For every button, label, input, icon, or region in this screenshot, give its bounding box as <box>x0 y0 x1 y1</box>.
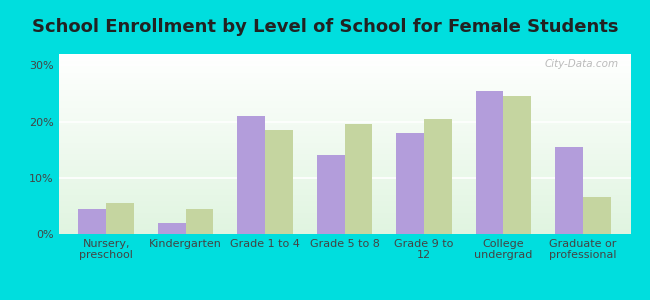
Bar <box>583 197 610 234</box>
Bar <box>265 130 293 234</box>
Bar <box>344 124 372 234</box>
Bar <box>476 91 503 234</box>
Bar <box>79 209 106 234</box>
Bar <box>424 119 452 234</box>
Bar <box>555 147 583 234</box>
Text: School Enrollment by Level of School for Female Students: School Enrollment by Level of School for… <box>32 18 618 36</box>
Bar <box>317 155 345 234</box>
Bar <box>106 203 134 234</box>
Bar <box>503 96 531 234</box>
Bar <box>396 133 424 234</box>
Bar <box>186 209 213 234</box>
Text: City-Data.com: City-Data.com <box>545 59 619 69</box>
Bar <box>237 116 265 234</box>
Bar <box>158 223 186 234</box>
